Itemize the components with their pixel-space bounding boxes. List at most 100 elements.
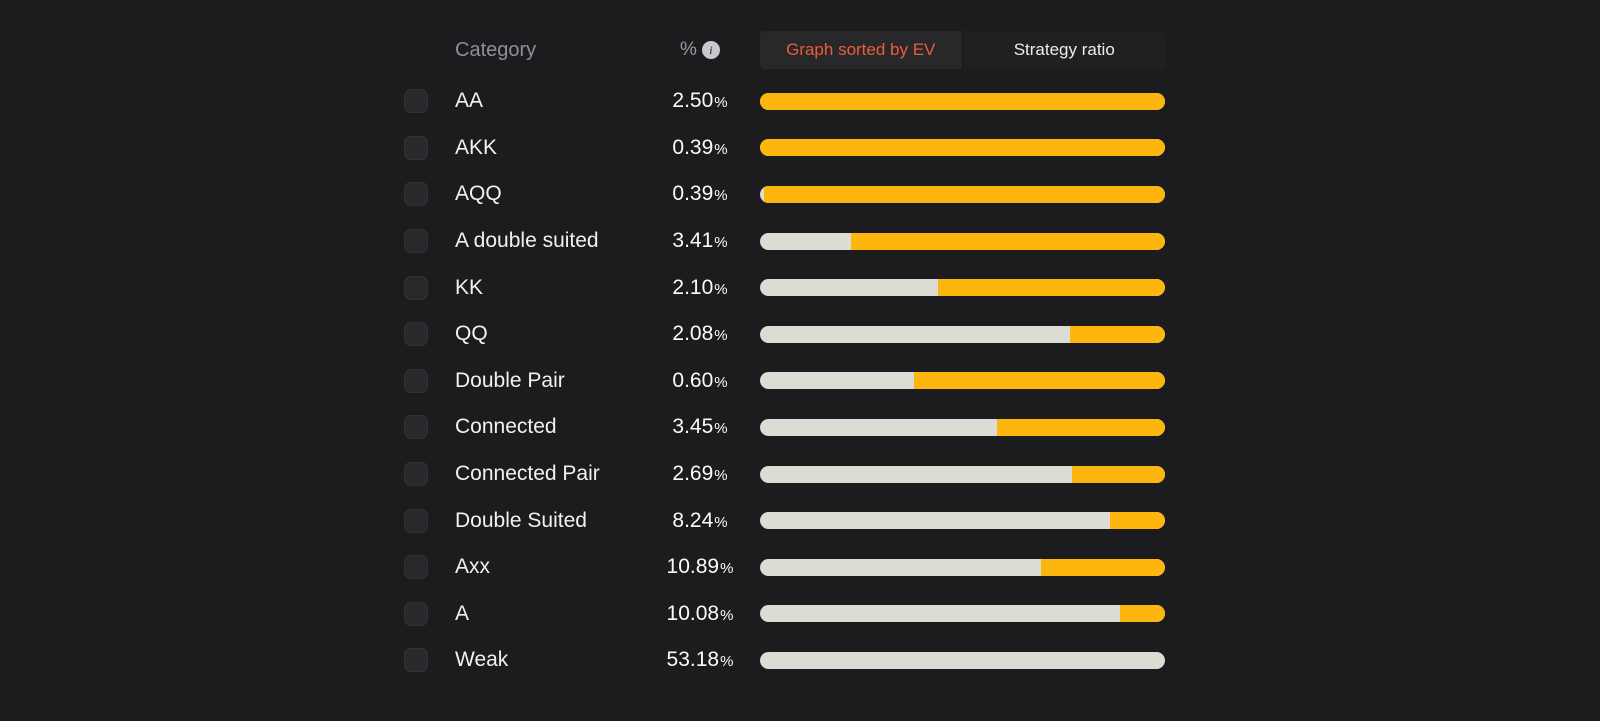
category-label: KK <box>455 275 484 299</box>
percent-sign: % <box>714 140 728 158</box>
row-checkbox[interactable] <box>404 368 428 393</box>
strategy-ratio-bar <box>760 372 1165 390</box>
category-rows: AA 2.50% AKK 0.39% AQQ 0.39% A double su… <box>404 78 1574 684</box>
percent-sign: % <box>714 467 728 485</box>
row-checkbox[interactable] <box>404 275 428 300</box>
table-row: Double Suited 8.24% <box>404 497 1574 544</box>
table-row: QQ 2.08% <box>404 311 1574 358</box>
percent-sign: % <box>714 187 728 205</box>
percent-number: 0.39 <box>672 135 714 159</box>
percent-sign: % <box>714 327 728 345</box>
percent-value: 2.08% <box>640 322 760 346</box>
percent-number: 2.10 <box>672 275 714 299</box>
percent-number: 2.50 <box>672 89 714 113</box>
percent-value: 10.08% <box>640 602 760 626</box>
percent-sign: % <box>714 94 728 112</box>
strategy-bar-yellow-fill <box>1120 605 1165 623</box>
percent-value: 0.60% <box>640 369 760 393</box>
percent-value: 53.18% <box>640 648 760 672</box>
table-row: KK 2.10% <box>404 264 1574 311</box>
percent-value: 3.45% <box>640 415 760 439</box>
category-label: AA <box>455 89 484 113</box>
percent-number: 10.89 <box>666 555 720 579</box>
category-label: AQQ <box>455 182 502 206</box>
strategy-bar-yellow-fill <box>851 232 1165 250</box>
row-checkbox[interactable] <box>404 322 428 347</box>
strategy-bar-yellow-fill <box>1110 512 1165 530</box>
percent-value: 3.41% <box>640 229 760 253</box>
strategy-bar-yellow-fill <box>760 92 1165 110</box>
strategy-ratio-bar <box>760 232 1165 250</box>
percent-value: 2.50% <box>640 89 760 113</box>
row-checkbox[interactable] <box>404 462 428 487</box>
strategy-ratio-bar <box>760 185 1165 203</box>
strategy-bar-yellow-fill <box>760 139 1165 157</box>
strategy-ratio-bar <box>760 512 1165 530</box>
row-checkbox[interactable] <box>404 89 428 114</box>
row-checkbox[interactable] <box>404 229 428 254</box>
row-checkbox[interactable] <box>404 555 428 580</box>
strategy-bar-yellow-fill <box>1041 558 1165 576</box>
category-label: QQ <box>455 322 488 346</box>
percent-number: 0.39 <box>672 182 714 206</box>
category-label: Double Pair <box>455 368 565 392</box>
strategy-ratio-bar <box>760 465 1165 483</box>
percent-number: 8.24 <box>672 508 714 532</box>
percent-sign: % <box>714 280 728 298</box>
row-checkbox[interactable] <box>404 601 428 626</box>
tab-graph-sorted-by-ev[interactable]: Graph sorted by EV <box>760 31 962 69</box>
category-label: Connected <box>455 415 557 439</box>
category-label: A double suited <box>455 229 599 253</box>
percent-sign: % <box>714 234 728 252</box>
percent-sign: % <box>720 653 734 671</box>
table-header: Category % i Graph sorted by EV Strategy… <box>404 30 1574 70</box>
percent-value: 0.39% <box>640 182 760 206</box>
row-checkbox[interactable] <box>404 182 428 207</box>
strategy-bar-yellow-fill <box>1071 465 1165 483</box>
strategy-bar-yellow-fill <box>996 418 1165 436</box>
table-row: Connected Pair 2.69% <box>404 451 1574 498</box>
row-checkbox[interactable] <box>404 648 428 673</box>
table-row: Axx 10.89% <box>404 544 1574 591</box>
strategy-ratio-bar <box>760 651 1165 669</box>
percent-number: 0.60 <box>672 368 714 392</box>
info-icon[interactable]: i <box>701 41 720 59</box>
percent-number: 2.08 <box>672 322 714 346</box>
percent-column-header: % i <box>640 39 760 61</box>
strategy-ratio-bar <box>760 558 1165 576</box>
percent-number: 3.45 <box>672 415 714 439</box>
table-row: A 10.08% <box>404 591 1574 638</box>
strategy-bar-yellow-fill <box>1069 325 1165 343</box>
row-checkbox[interactable] <box>404 135 428 160</box>
table-row: AA 2.50% <box>404 78 1574 125</box>
percent-value: 10.89% <box>640 555 760 579</box>
table-row: Double Pair 0.60% <box>404 358 1574 405</box>
percent-sign: % <box>720 606 734 624</box>
percent-number: 10.08 <box>666 601 720 625</box>
percent-value: 0.39% <box>640 136 760 160</box>
table-row: AQQ 0.39% <box>404 171 1574 218</box>
category-table: Category % i Graph sorted by EV Strategy… <box>404 30 1574 684</box>
row-checkbox[interactable] <box>404 415 428 440</box>
strategy-ratio-bar <box>760 418 1165 436</box>
graph-mode-tabs: Graph sorted by EV Strategy ratio <box>760 31 1165 69</box>
row-checkbox[interactable] <box>404 508 428 533</box>
strategy-ratio-bar <box>760 92 1165 110</box>
strategy-bar-yellow-fill <box>764 185 1165 203</box>
category-label: Connected Pair <box>455 462 600 486</box>
category-label: Double Suited <box>455 508 587 532</box>
category-label: A <box>455 601 470 625</box>
category-label: Weak <box>455 648 509 672</box>
percent-header-label: % <box>680 39 697 60</box>
category-label: AKK <box>455 135 498 159</box>
tab-strategy-ratio[interactable]: Strategy ratio <box>963 31 1165 69</box>
table-row: Weak 53.18% <box>404 637 1574 684</box>
strategy-bar-yellow-fill <box>938 279 1165 297</box>
strategy-ratio-bar <box>760 139 1165 157</box>
strategy-bar-yellow-fill <box>913 372 1165 390</box>
percent-sign: % <box>714 420 728 438</box>
table-row: Connected 3.45% <box>404 404 1574 451</box>
table-row: A double suited 3.41% <box>404 218 1574 265</box>
category-label: Axx <box>455 555 491 579</box>
